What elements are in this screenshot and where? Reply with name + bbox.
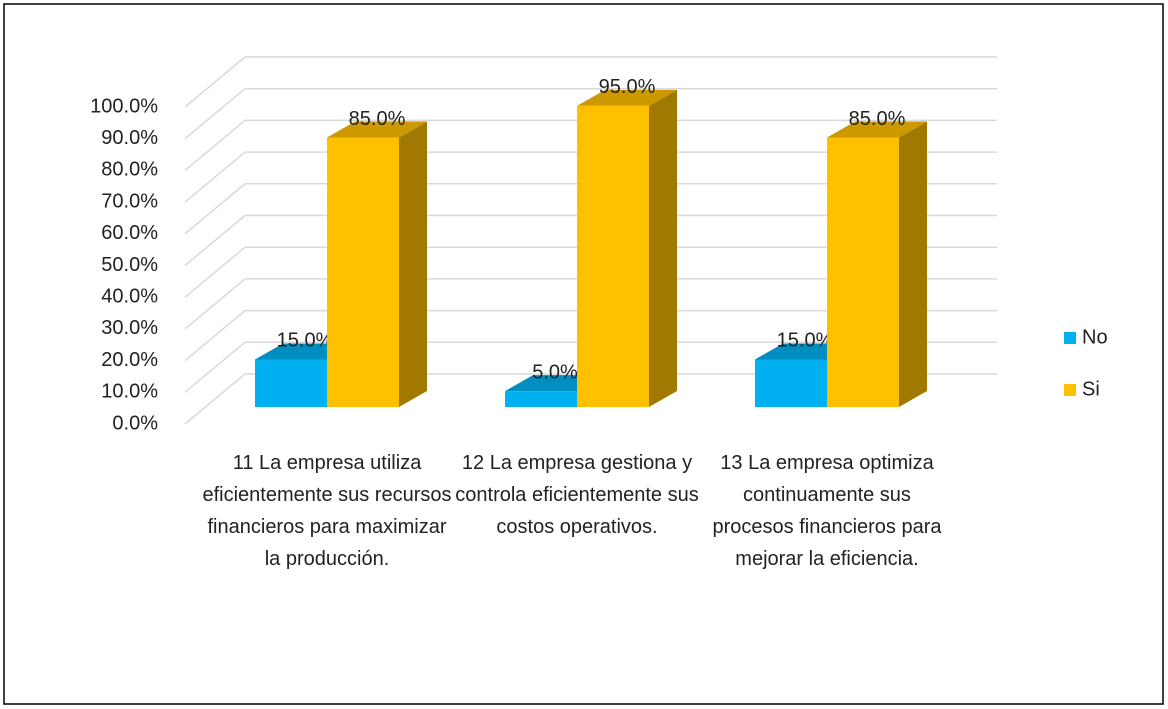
- bar-side: [899, 121, 927, 408]
- bar-side: [399, 121, 427, 408]
- y-tick-label: 30.0%: [101, 317, 158, 339]
- y-tick-label: 40.0%: [101, 285, 158, 307]
- y-tick-label: 60.0%: [101, 222, 158, 244]
- grid-line: [184, 373, 997, 425]
- bar: [577, 105, 649, 407]
- grid-line: [184, 119, 997, 171]
- grid-line: [184, 278, 997, 330]
- data-label: 15.0%: [777, 330, 834, 352]
- grid-line: [184, 309, 997, 362]
- y-tick-label: 0.0%: [112, 412, 158, 434]
- grid-line: [184, 341, 997, 393]
- legend-swatch: [1064, 332, 1076, 344]
- grid-line: [184, 87, 997, 140]
- grid-line: [184, 246, 997, 298]
- y-tick-label: 10.0%: [101, 381, 158, 403]
- y-tick-label: 100.0%: [90, 95, 158, 117]
- legend-swatch: [1064, 384, 1076, 396]
- bar-top: [327, 121, 427, 138]
- y-tick-label: 90.0%: [101, 127, 158, 149]
- data-label: 85.0%: [349, 108, 406, 130]
- bar: [755, 359, 827, 407]
- bar: [255, 359, 327, 407]
- bar: [827, 137, 899, 408]
- bar-top: [827, 121, 927, 138]
- y-tick-label: 20.0%: [101, 349, 158, 371]
- y-tick-label: 70.0%: [101, 190, 158, 212]
- grid-line: [184, 214, 997, 267]
- legend-label: Si: [1082, 378, 1100, 400]
- grid-line: [184, 56, 997, 108]
- x-tick-label: 12 La empresa gestiona y controla eficie…: [455, 452, 699, 538]
- x-tick-label: 11 La empresa utiliza eficientemente sus…: [202, 452, 452, 570]
- data-label: 95.0%: [599, 76, 656, 98]
- y-tick-label: 50.0%: [101, 254, 158, 276]
- data-label: 15.0%: [277, 330, 334, 352]
- y-tick-label: 80.0%: [101, 159, 158, 181]
- bar: [327, 137, 399, 408]
- grid-line: [184, 183, 997, 235]
- bar-top: [577, 89, 677, 106]
- bar: [505, 391, 577, 407]
- data-label: 85.0%: [849, 108, 906, 130]
- data-label: 5.0%: [532, 361, 578, 383]
- grid-line: [184, 151, 997, 203]
- frame: [3, 3, 1164, 705]
- bar-side: [649, 89, 677, 407]
- legend-label: No: [1082, 326, 1108, 348]
- x-tick-label: 13 La empresa optimiza continuamente sus…: [712, 452, 942, 570]
